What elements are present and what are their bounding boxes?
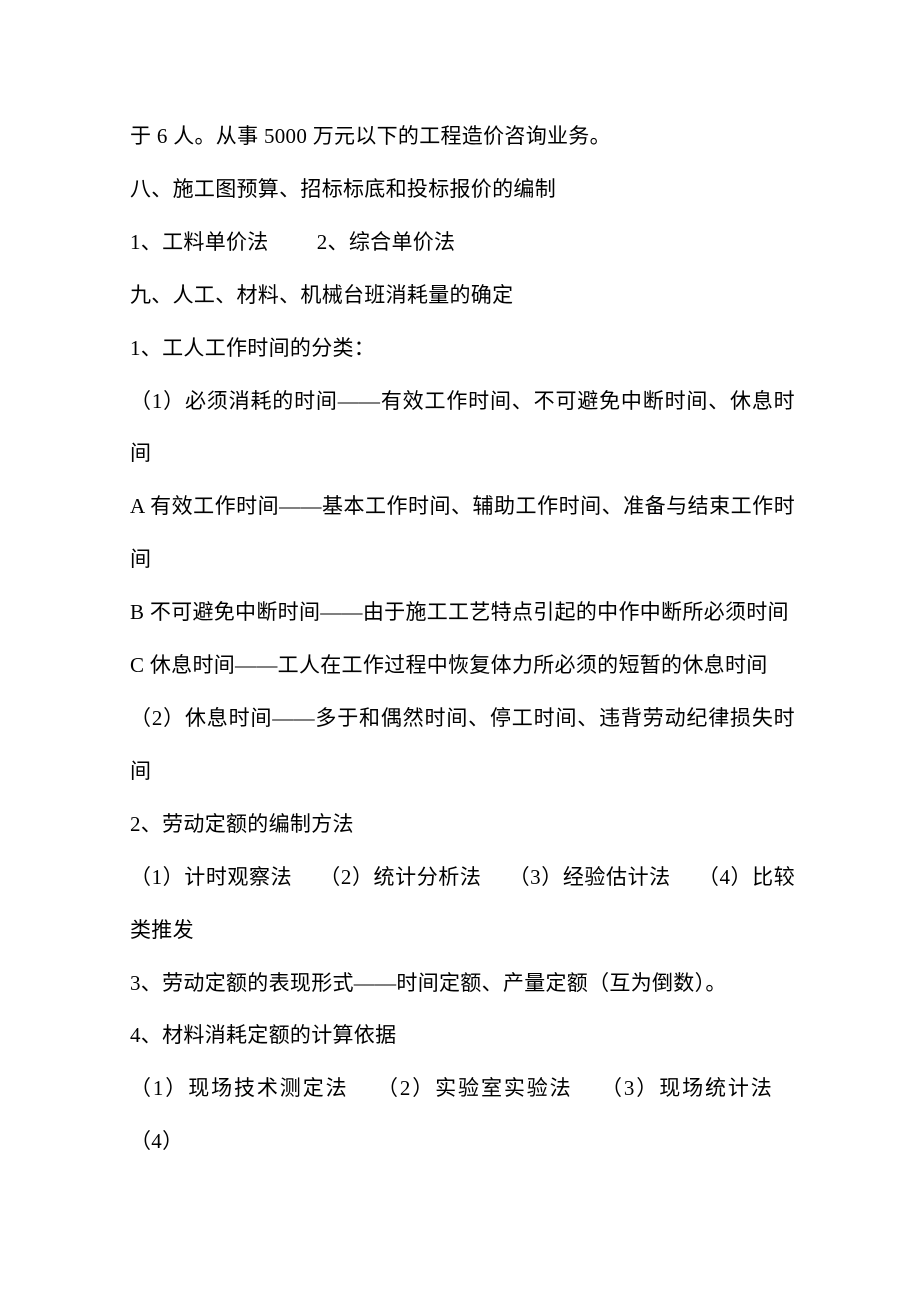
text-line: 1、工人工作时间的分类： (130, 322, 795, 375)
text-line: C 休息时间——工人在工作过程中恢复体力所必须的短暂的休息时间 (130, 639, 795, 692)
text-line: 1、工料单价法 2、综合单价法 (130, 216, 795, 269)
document-content: 于 6 人。从事 5000 万元以下的工程造价咨询业务。 八、施工图预算、招标标… (130, 110, 795, 1168)
text-line: 八、施工图预算、招标标底和投标报价的编制 (130, 163, 795, 216)
text-line: （2）休息时间——多于和偶然时间、停工时间、违背劳动纪律损失时间 (130, 692, 795, 798)
text-line: 于 6 人。从事 5000 万元以下的工程造价咨询业务。 (130, 110, 795, 163)
text-line: 2、劳动定额的编制方法 (130, 798, 795, 851)
text-line: B 不可避免中断时间——由于施工工艺特点引起的中作中断所必须时间 (130, 586, 795, 639)
text-line: （1）现场技术测定法 （2）实验室实验法 （3）现场统计法 （4） (130, 1062, 795, 1168)
text-line: 九、人工、材料、机械台班消耗量的确定 (130, 269, 795, 322)
text-line: 3、劳动定额的表现形式——时间定额、产量定额（互为倒数）。 (130, 957, 795, 1010)
text-line: （1）必须消耗的时间——有效工作时间、不可避免中断时间、休息时间 (130, 375, 795, 481)
text-line: 4、材料消耗定额的计算依据 (130, 1009, 795, 1062)
text-line: （1）计时观察法 （2）统计分析法 （3）经验估计法 （4）比较类推发 (130, 851, 795, 957)
text-line: A 有效工作时间——基本工作时间、辅助工作时间、准备与结束工作时间 (130, 480, 795, 586)
